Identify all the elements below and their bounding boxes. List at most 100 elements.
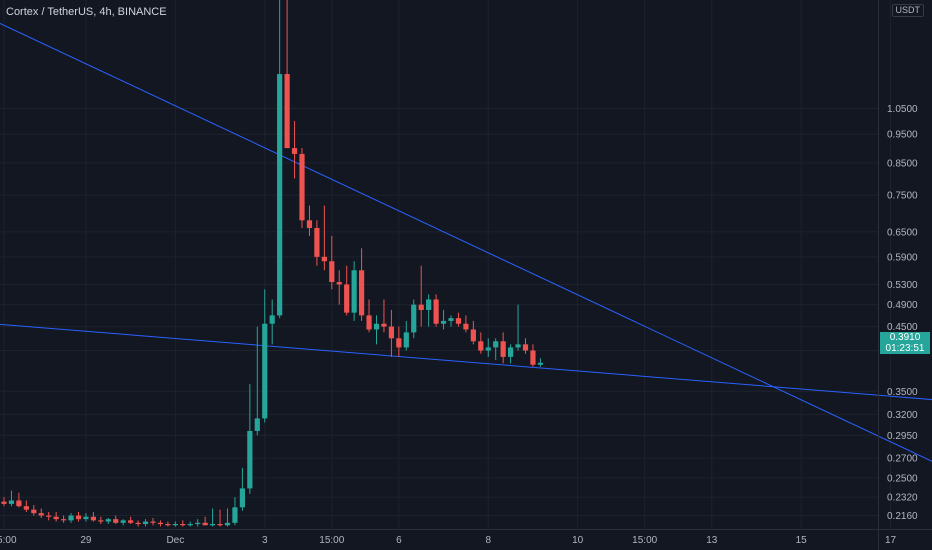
candle xyxy=(98,516,104,525)
candle xyxy=(433,294,439,327)
candle xyxy=(359,248,365,321)
candle xyxy=(195,519,201,527)
candle xyxy=(75,511,82,522)
candle xyxy=(120,519,126,526)
candle xyxy=(463,315,469,333)
candle xyxy=(150,517,156,526)
candle-body xyxy=(180,524,186,526)
candle xyxy=(329,235,335,290)
candle-body xyxy=(202,522,208,526)
time-tick-label: 15 xyxy=(796,535,808,546)
candle-body xyxy=(105,519,111,522)
price-tick-label: 0.5900 xyxy=(887,252,918,263)
candle xyxy=(61,515,67,523)
candle-body xyxy=(537,362,543,365)
price-tick-label: 0.9500 xyxy=(887,130,918,141)
candle xyxy=(68,513,74,523)
candle xyxy=(46,511,52,521)
candle-body xyxy=(75,515,82,520)
candle-body xyxy=(90,516,96,521)
candle-body xyxy=(455,318,462,324)
candle xyxy=(53,511,59,522)
candle xyxy=(291,121,298,179)
time-tick-label: Dec xyxy=(166,535,184,546)
candle-body xyxy=(411,304,417,333)
candle-body xyxy=(426,299,432,310)
candle xyxy=(142,519,149,527)
candle-body xyxy=(500,341,506,357)
price-tick-label: 0.7500 xyxy=(887,191,918,202)
price-tick-label: 0.4500 xyxy=(887,322,918,333)
candle-body xyxy=(336,282,342,285)
candle-body xyxy=(433,299,439,324)
candle xyxy=(262,289,268,423)
candle-body xyxy=(98,520,104,522)
candle xyxy=(478,332,484,354)
candles xyxy=(1,0,543,527)
time-axis[interactable]: 15:00 29 Dec 3 15:00 6 8 10 15:00 13 15 17 xyxy=(0,535,897,546)
candle xyxy=(224,508,231,527)
candle-body xyxy=(128,520,134,523)
candle xyxy=(522,338,529,354)
trendline xyxy=(0,323,932,401)
candle xyxy=(426,294,432,327)
candle-body xyxy=(515,344,521,348)
candle-body xyxy=(485,347,491,351)
candle xyxy=(210,508,216,527)
candle-body xyxy=(61,519,67,521)
candle xyxy=(217,509,223,527)
candle-body xyxy=(150,521,156,523)
candle-body xyxy=(232,507,238,523)
price-tick-label: 0.2500 xyxy=(887,473,918,484)
candle xyxy=(232,497,238,526)
candle xyxy=(440,309,447,330)
candle-body xyxy=(359,270,365,316)
candle xyxy=(344,265,350,316)
candle xyxy=(247,384,253,494)
candle-body xyxy=(381,323,387,327)
candle xyxy=(470,320,476,345)
candle-body xyxy=(239,488,245,508)
candle-body xyxy=(440,320,447,324)
candle-body xyxy=(269,315,275,324)
candle-body xyxy=(247,430,253,489)
candle-body xyxy=(284,74,290,149)
price-tick-label: 0.8500 xyxy=(887,158,918,169)
candle-body xyxy=(403,332,409,348)
candle-body xyxy=(508,347,514,357)
candle xyxy=(105,517,111,525)
candle-body xyxy=(195,522,201,525)
currency-label[interactable]: USDT xyxy=(891,4,924,17)
candle-body xyxy=(135,522,141,525)
candle xyxy=(83,513,89,522)
time-tick-label: 6 xyxy=(396,535,402,546)
candle-body xyxy=(448,318,454,321)
candle xyxy=(23,500,29,512)
time-tick-label: 3 xyxy=(262,535,268,546)
candle-body xyxy=(217,524,223,526)
candle-body xyxy=(8,500,15,504)
candle xyxy=(165,521,171,527)
candle xyxy=(493,338,499,361)
candle xyxy=(187,521,193,527)
last-price-tag: 0.3910 01:23:51 xyxy=(880,332,930,354)
price-tick-label: 0.3500 xyxy=(887,387,918,398)
time-tick-label: 15:00 xyxy=(0,535,17,546)
candle-body xyxy=(277,74,283,316)
time-tick-label: 15:00 xyxy=(319,535,344,546)
candle xyxy=(530,344,536,367)
candle xyxy=(500,332,506,364)
trendlines[interactable] xyxy=(0,20,932,470)
candle-body xyxy=(306,220,313,228)
candle xyxy=(239,467,245,511)
candle-body xyxy=(165,524,171,526)
symbol-legend[interactable]: Cortex / TetherUS, 4h, BINANCE xyxy=(6,6,167,18)
price-tick-label: 0.2950 xyxy=(887,431,918,442)
price-axis[interactable]: 1.0500 0.9500 0.8500 0.7500 0.6500 0.5900 0.53… xyxy=(887,104,918,522)
candle xyxy=(113,515,119,525)
candle xyxy=(336,270,342,305)
candle-body xyxy=(314,227,320,257)
candle xyxy=(411,299,417,339)
